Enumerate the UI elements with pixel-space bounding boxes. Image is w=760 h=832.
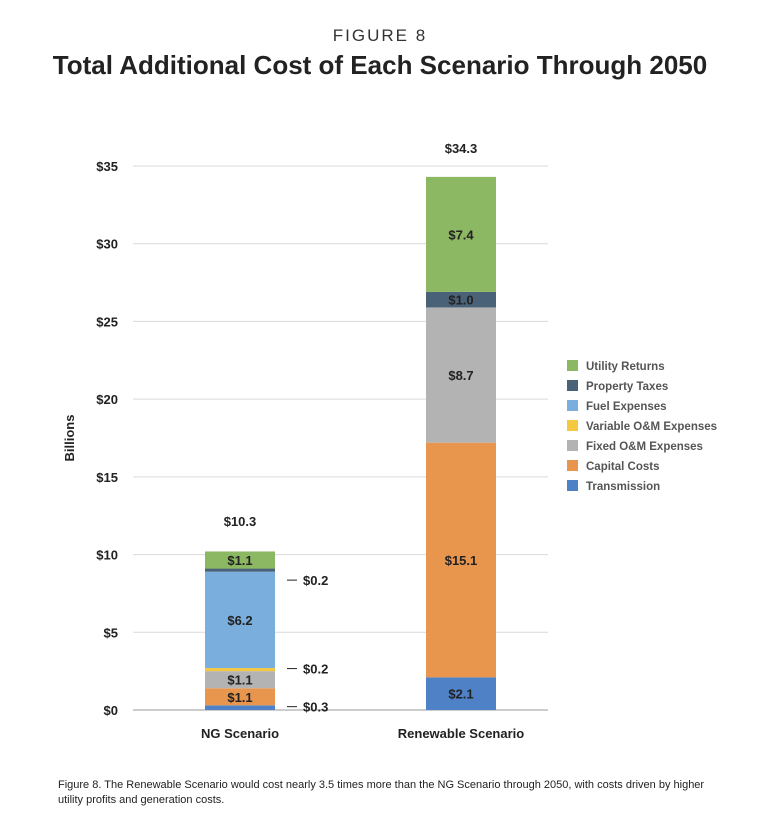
segment-value-label: $1.1 [227,690,252,705]
y-axis: $0 $5 $10 $15 $20 $25 $30 $35 Billions [62,159,118,718]
segment-value-label: $2.1 [448,687,473,702]
bar-segment [426,677,496,710]
chart-title: Total Additional Cost of Each Scenario T… [52,50,708,80]
segment-value-label: $1.1 [227,673,252,688]
y-tick-label: $25 [96,314,118,329]
segment-value-label: $1.1 [227,553,252,568]
bar-segment [426,442,496,678]
bars: $0.3 $1.1 $1.1 $0.2 $6.2 $0.2 $1.1 $10.3 NG Scen… [201,141,524,741]
legend-swatch [567,440,578,451]
y-tick-label: $35 [96,159,118,174]
figure-caption: Figure 8. The Renewable Scenario would c… [58,779,705,806]
y-tick-label: $30 [96,237,118,252]
legend-swatch [567,400,578,411]
bar-segment [205,551,275,569]
legend: Utility Returns Property Taxes Fuel Expens… [567,360,717,493]
x-category-label: Renewable Scenario [398,726,524,741]
legend-entry-label: Capital Costs [586,461,660,473]
segment-value-label: $0.2 [303,662,328,677]
legend-entry-label: Transmission [586,481,660,493]
y-tick-label: $10 [96,548,118,563]
y-tick-label: $15 [96,470,118,485]
legend-swatch [567,420,578,431]
legend-swatch [567,380,578,391]
legend-entry-label: Utility Returns [586,361,665,373]
segment-value-label: $0.3 [303,700,328,715]
segment-value-label: $1.0 [448,293,473,308]
bar-segment [205,668,275,672]
segment-value-label: $0.2 [303,573,328,588]
y-tick-label: $20 [96,392,118,407]
y-axis-title: Billions [62,415,77,462]
bar-segment [205,671,275,689]
bar-segment [205,688,275,706]
segment-value-label: $6.2 [227,613,252,628]
bar-segment [426,307,496,443]
bar-segment [426,176,496,292]
legend-entry-label: Property Taxes [586,381,668,393]
legend-entry-label: Fuel Expenses [586,401,667,413]
segment-value-label: $15.1 [445,553,478,568]
bar-total-label: $34.3 [445,141,478,156]
legend-swatch [567,360,578,371]
bar-segment [205,705,275,710]
bar-total-label: $10.3 [224,514,257,529]
bar-segment [205,568,275,572]
x-category-label: NG Scenario [201,726,279,741]
legend-swatch [567,480,578,491]
legend-swatch [567,460,578,471]
bar-segment [426,291,496,308]
bar-segment [205,571,275,669]
legend-entry-label: Variable O&M Expenses [586,421,717,433]
y-tick-label: $5 [104,625,118,640]
y-tick-label: $0 [104,703,118,718]
segment-value-label: $7.4 [448,227,474,242]
segment-value-label: $8.7 [448,368,473,383]
legend-entry-label: Fixed O&M Expenses [586,441,703,453]
figure-label: FIGURE 8 [332,26,428,45]
